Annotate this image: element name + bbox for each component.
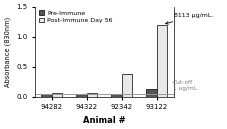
Bar	[76, 94, 86, 97]
Y-axis label: Absorbance (830nm): Absorbance (830nm)	[4, 17, 11, 87]
Text: Cut-off
1 ug/mL.: Cut-off 1 ug/mL.	[172, 80, 198, 91]
Text: 8113 μg/mL.: 8113 μg/mL.	[165, 13, 213, 24]
Bar	[41, 94, 52, 97]
Bar	[52, 93, 62, 97]
Bar	[146, 89, 156, 97]
Bar	[86, 93, 97, 97]
Legend: Pre-Immune, Post-Immune Day 56: Pre-Immune, Post-Immune Day 56	[38, 10, 113, 24]
Bar	[111, 94, 121, 97]
Bar	[121, 74, 132, 97]
X-axis label: Animal #: Animal #	[83, 116, 125, 125]
Bar	[156, 25, 167, 97]
